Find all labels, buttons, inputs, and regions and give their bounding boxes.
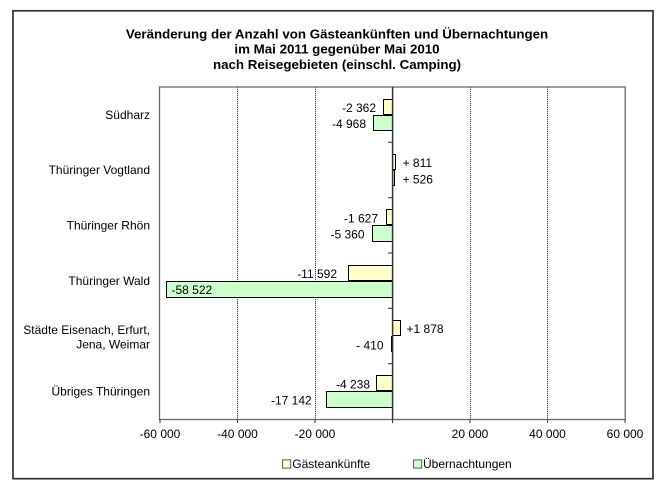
svg-text:-4 968: -4 968 — [332, 117, 366, 131]
svg-text:Thüringer Wald: Thüringer Wald — [68, 274, 150, 288]
svg-text:Thüringer Vogtland: Thüringer Vogtland — [49, 163, 150, 177]
svg-text:-2 362: -2 362 — [342, 101, 376, 115]
svg-text:Übriges Thüringen: Übriges Thüringen — [51, 385, 150, 399]
svg-text:-40 000: -40 000 — [217, 427, 258, 441]
svg-text:nach Reisegebieten (einschl. C: nach Reisegebieten (einschl. Camping) — [213, 57, 461, 72]
svg-text:Veränderung der Anzahl von Gäs: Veränderung der Anzahl von Gästeankünfte… — [126, 26, 548, 41]
svg-text:Südharz: Südharz — [105, 108, 150, 122]
svg-text:-60 000: -60 000 — [140, 427, 181, 441]
svg-text:60 000: 60 000 — [607, 427, 644, 441]
svg-text:-1 627: -1 627 — [344, 212, 378, 226]
svg-text:-4 238: -4 238 — [336, 378, 370, 392]
svg-text:Thüringer Rhön: Thüringer Rhön — [67, 219, 150, 233]
svg-text:-58 522: -58 522 — [172, 283, 213, 297]
svg-text:Städte Eisenach, Erfurt,: Städte Eisenach, Erfurt, — [23, 323, 150, 337]
svg-text:Jena, Weimar: Jena, Weimar — [76, 338, 150, 352]
svg-text:-17 142: -17 142 — [271, 394, 312, 408]
svg-text:20 000: 20 000 — [452, 427, 489, 441]
svg-text:+1 878: +1 878 — [407, 322, 444, 336]
svg-text:im Mai 2011 gegenüber Mai 2010: im Mai 2011 gegenüber Mai 2010 — [234, 42, 439, 57]
svg-text:+ 526: + 526 — [403, 172, 434, 186]
svg-text:Übernachtungen: Übernachtungen — [423, 457, 512, 471]
svg-text:-5 360: -5 360 — [330, 228, 364, 242]
svg-text:+ 811: + 811 — [403, 156, 433, 170]
svg-text:Gästeankünfte: Gästeankünfte — [292, 457, 370, 471]
svg-text:40 000: 40 000 — [529, 427, 566, 441]
svg-text:- 410: - 410 — [356, 338, 384, 352]
svg-text:-11 592: -11 592 — [297, 267, 337, 281]
svg-text:-20 000: -20 000 — [295, 427, 336, 441]
